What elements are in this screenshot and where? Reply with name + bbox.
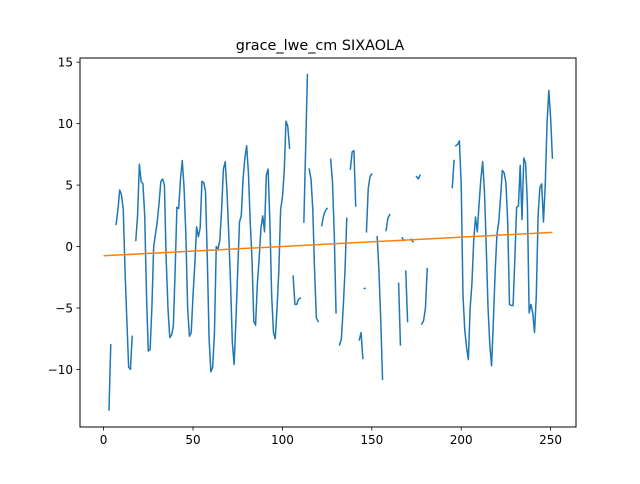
plot-area — [103, 73, 554, 411]
x-tick-label: 250 — [539, 433, 562, 447]
axes-frame — [79, 57, 577, 428]
x-axis: 0 50 100 150 200 250 — [100, 427, 562, 447]
y-tick-label: 5 — [65, 178, 73, 192]
observed-series-segment — [292, 275, 302, 306]
x-tick-label: 200 — [450, 433, 473, 447]
x-tick-label: 100 — [271, 433, 294, 447]
observed-series-segment — [405, 270, 409, 323]
observed-series-segment — [329, 158, 337, 314]
y-axis: −10 −5 0 5 10 15 — [48, 55, 80, 377]
x-tick-label: 150 — [360, 433, 383, 447]
y-tick-label: 10 — [58, 117, 73, 131]
observed-series-segment — [349, 149, 357, 207]
observed-series-segment — [358, 331, 364, 360]
chart-title: grace_lwe_cm SIXAOLA — [236, 38, 405, 54]
observed-series-segment — [308, 168, 320, 323]
observed-series-segment — [451, 159, 455, 189]
x-tick-label: 0 — [100, 433, 108, 447]
observed-series-segment — [454, 89, 554, 367]
observed-series-segment — [415, 174, 422, 180]
observed-series-segment — [397, 282, 402, 346]
observed-series-segment — [420, 267, 429, 325]
x-tick-label: 50 — [185, 433, 200, 447]
observed-series-segment — [320, 207, 329, 227]
observed-series-segment — [303, 73, 309, 223]
y-tick-label: 0 — [65, 240, 73, 254]
observed-series-segment — [365, 172, 373, 233]
y-tick-label: −5 — [55, 301, 73, 315]
observed-series-segment — [108, 344, 112, 411]
observed-series-segment — [376, 235, 384, 381]
trend-line — [103, 231, 553, 257]
observed-series-segment — [134, 120, 291, 373]
y-tick-label: 15 — [58, 55, 73, 69]
observed-series-segment — [115, 189, 133, 371]
y-tick-label: −10 — [48, 363, 73, 377]
observed-series-segment — [338, 217, 348, 346]
observed-series-segment — [385, 213, 391, 232]
